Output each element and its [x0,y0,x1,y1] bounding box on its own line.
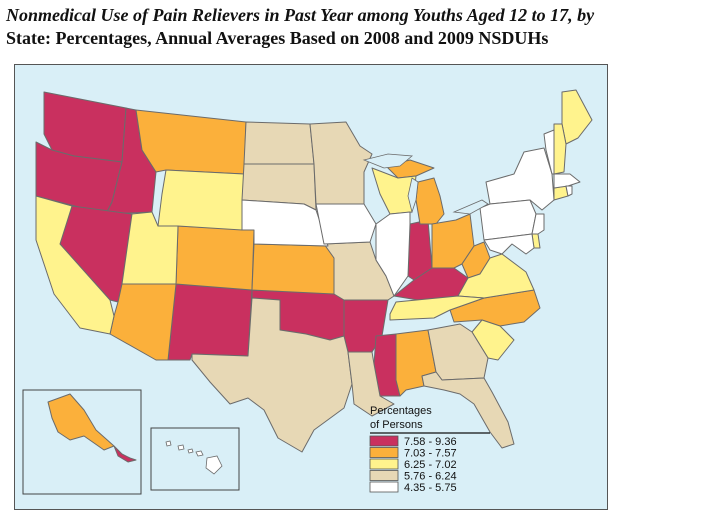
legend-label-3: 6.25 - 7.02 [404,459,457,471]
state-north-dakota [243,121,315,165]
legend: Percentages of Persons 7.58 - 9.367.03 -… [369,405,490,494]
state-arizona [109,283,177,361]
legend-title-line-1: Percentages [370,405,432,417]
state-wyoming [157,169,245,231]
state-alaska-aleutians [113,445,137,463]
legend-label-2: 7.03 - 7.57 [404,448,457,460]
legend-label-4: 5.76 - 6.24 [404,471,457,483]
state-texas [191,297,353,453]
state-new-mexico [167,283,253,361]
alaska-inset [22,389,142,495]
legend-items: 7.58 - 9.367.03 - 7.576.25 - 7.025.76 - … [369,435,457,494]
state-maryland [483,233,535,255]
us-map: Percentages of Persons 7.58 - 9.367.03 -… [14,64,608,510]
state-tennessee [389,295,485,321]
state-florida [421,371,515,449]
state-california [35,195,115,335]
state-vermont [543,129,555,175]
lake-michigan [407,177,419,214]
legend-label-5: 4.35 - 5.75 [404,482,457,494]
map-title: Nonmedical Use of Pain Relievers in Past… [6,4,718,50]
legend-title-line-2: of Persons [370,419,423,431]
hawaii-inset [150,427,240,491]
state-michigan [415,177,445,225]
legend-swatch-4 [369,470,399,481]
state-new-jersey [531,213,545,235]
legend-swatch-1 [369,435,399,447]
lake-superior [362,153,414,169]
state-colorado [175,225,255,291]
legend-label-1: 7.58 - 9.36 [404,436,457,448]
legend-swatch-2 [369,447,399,458]
state-kansas [251,243,335,295]
title-line-2: State: Percentages, Annual Averages Base… [6,28,549,48]
legend-swatch-3 [369,458,399,470]
state-iowa [315,203,377,245]
state-massachusetts [553,173,581,189]
state-louisiana [347,351,395,417]
state-nebraska [241,199,329,247]
state-pennsylvania [479,199,537,241]
legend-swatch-5 [369,481,399,493]
state-alaska [47,393,115,451]
lake-erie [452,199,489,215]
title-line-1: Nonmedical Use of Pain Relievers in Past… [6,5,595,25]
state-minnesota [309,121,373,205]
state-illinois [375,211,411,297]
state-missouri [323,241,395,301]
state-rhode-island [565,185,573,197]
state-hawaii [165,440,223,475]
